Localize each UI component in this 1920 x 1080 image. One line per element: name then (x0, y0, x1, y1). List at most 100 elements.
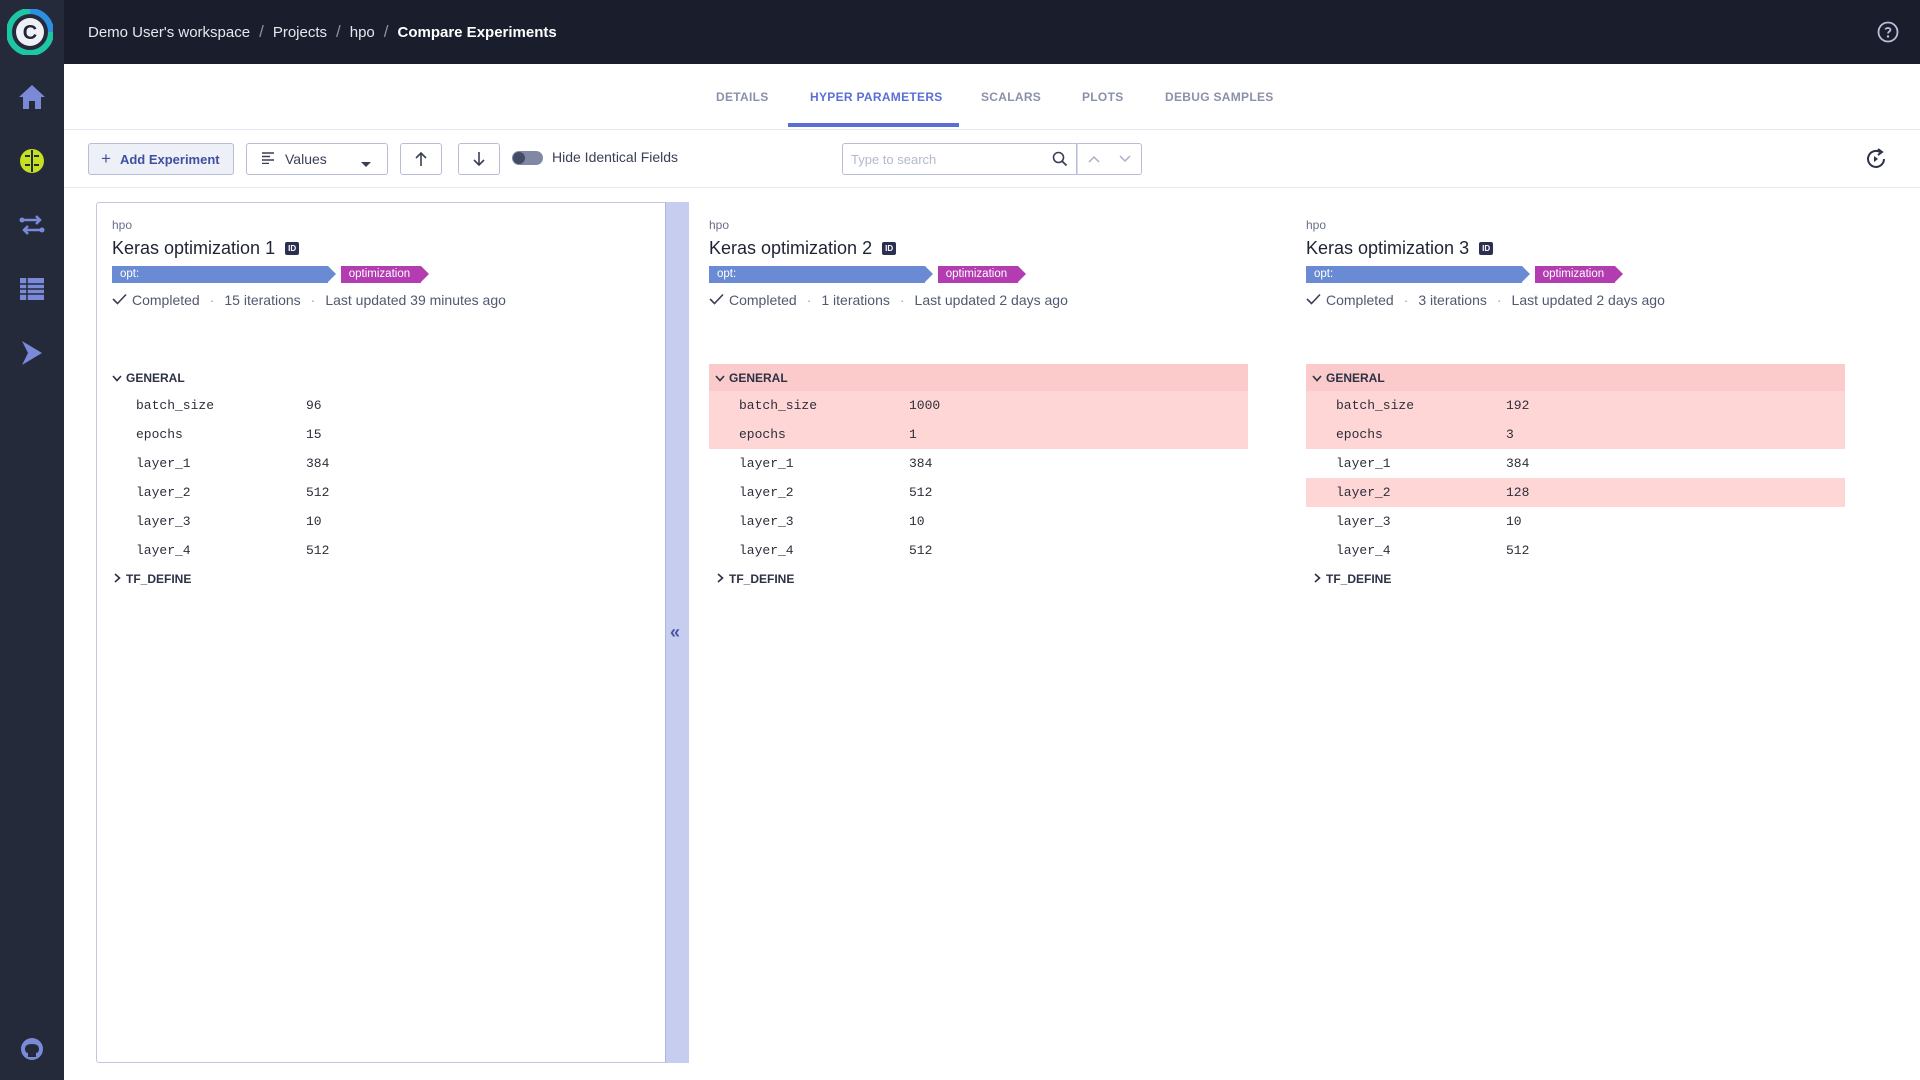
updated-text: Last updated 2 days ago (1511, 292, 1665, 308)
section-general[interactable]: GENERAL (106, 364, 646, 391)
search-input[interactable] (851, 150, 1041, 168)
param-value: 1000 (909, 398, 941, 413)
chevron-up-icon[interactable] (1088, 150, 1100, 168)
check-icon (1306, 292, 1321, 308)
align-left-icon (261, 151, 275, 167)
clearml-logo[interactable]: C (6, 8, 54, 56)
experiment-panel-selected (96, 202, 689, 1063)
hide-identical-toggle[interactable] (512, 151, 543, 165)
add-experiment-button[interactable]: + Add Experiment (88, 143, 234, 175)
id-badge-icon[interactable]: ID (882, 242, 897, 255)
id-badge-icon[interactable]: ID (1479, 242, 1494, 255)
experiment-name[interactable]: Keras optimization 1 (112, 238, 276, 258)
param-row: layer_1 384 (1306, 449, 1845, 478)
chevron-down-icon (1312, 371, 1322, 385)
id-badge-icon[interactable]: ID (285, 242, 300, 255)
tag-opt[interactable]: opt: 4f02da91989e406ea805cf244116b1ad (1306, 266, 1530, 297)
pipelines-icon[interactable] (14, 207, 50, 243)
brain-projects-icon[interactable] (14, 143, 50, 179)
section-general[interactable]: GENERAL (1306, 364, 1845, 391)
search-icon[interactable] (1052, 151, 1068, 172)
top-bar: Demo User's workspace / Projects / hpo /… (64, 0, 1920, 64)
param-row: epochs 15 (106, 420, 646, 449)
tab-scalars[interactable]: SCALARS (981, 90, 1042, 104)
tab-details[interactable]: DETAILS (716, 90, 769, 104)
experiment-title: Keras optimization 3 ID (1306, 238, 1494, 259)
param-row: layer_1 384 (106, 449, 646, 478)
orchestration-icon[interactable] (14, 335, 50, 371)
iterations-text: 3 iterations (1418, 292, 1487, 308)
check-icon (709, 292, 724, 308)
section-tf-define[interactable]: TF_DEFINE (709, 565, 1248, 592)
param-value: 512 (306, 485, 330, 500)
param-value: 512 (909, 485, 933, 500)
tag-optimization[interactable]: optimization (340, 266, 430, 283)
tab-plots[interactable]: PLOTS (1082, 90, 1124, 104)
section-tf-define[interactable]: TF_DEFINE (1306, 565, 1845, 592)
status-text: Completed (729, 292, 797, 308)
tag-opt[interactable]: opt: 4f02da91989e406ea805cf244116b1ad (112, 266, 336, 297)
chevron-right-icon (715, 572, 725, 586)
tag-opt[interactable]: opt: 4f02da91989e406ea805cf244116b1ad (709, 266, 933, 297)
param-row-diff: batch_size 192 (1306, 391, 1845, 420)
search-box (842, 143, 1077, 175)
param-value: 384 (306, 456, 330, 471)
section-title: TF_DEFINE (126, 571, 192, 586)
experiment-project: hpo (709, 218, 730, 232)
active-tab-indicator (788, 123, 959, 127)
param-key: layer_3 (136, 514, 191, 529)
param-value: 15 (306, 427, 322, 442)
view-mode-value: Values (285, 151, 327, 167)
param-row-diff: epochs 1 (709, 420, 1248, 449)
scroll-up-button[interactable] (400, 143, 442, 175)
home-icon[interactable] (14, 79, 50, 115)
param-key: batch_size (136, 398, 215, 413)
view-mode-select[interactable]: Values (246, 143, 388, 175)
help-icon[interactable] (1876, 20, 1900, 44)
breadcrumb-workspace[interactable]: Demo User's workspace (88, 23, 251, 41)
tag-optimization[interactable]: optimization (937, 266, 1027, 283)
section-title: GENERAL (729, 370, 788, 385)
breadcrumb-projects[interactable]: Projects (272, 23, 327, 41)
param-row: layer_4 512 (709, 536, 1248, 565)
param-row: layer_3 10 (709, 507, 1248, 536)
param-value: 10 (1506, 514, 1522, 529)
param-key: layer_2 (1336, 485, 1391, 500)
collapse-panel-button[interactable]: « (665, 202, 689, 1063)
param-value: 10 (306, 514, 322, 529)
breadcrumb-separator: / (336, 22, 341, 41)
hide-identical-label: Hide Identical Fields (552, 149, 679, 165)
scroll-down-button[interactable] (458, 143, 500, 175)
section-general[interactable]: GENERAL (709, 364, 1248, 391)
breadcrumb-project[interactable]: hpo (349, 23, 375, 41)
tag-optimization[interactable]: optimization (1534, 266, 1624, 283)
toolbar: + Add Experiment Values Hide Identical F… (64, 130, 1920, 188)
separator-dot: · (1496, 292, 1502, 308)
experiment-status: Completed · 3 iterations · Last updated … (1306, 292, 1665, 308)
iterations-text: 1 iterations (821, 292, 890, 308)
param-value: 10 (909, 514, 925, 529)
section-tf-define[interactable]: TF_DEFINE (106, 565, 646, 592)
status-text: Completed (1326, 292, 1394, 308)
refresh-icon[interactable] (1864, 147, 1888, 171)
updated-text: Last updated 2 days ago (914, 292, 1068, 308)
param-key: layer_1 (739, 456, 794, 471)
updated-text: Last updated 39 minutes ago (325, 292, 506, 308)
param-row: batch_size 96 (106, 391, 646, 420)
param-row-diff: layer_2 128 (1306, 478, 1845, 507)
tab-hyper-parameters[interactable]: HYPER PARAMETERS (810, 90, 943, 104)
github-icon[interactable] (14, 1031, 50, 1067)
chevron-down-icon (112, 371, 122, 385)
chevron-right-icon (1312, 572, 1322, 586)
experiment-name[interactable]: Keras optimization 3 (1306, 238, 1470, 258)
experiment-name[interactable]: Keras optimization 2 (709, 238, 873, 258)
param-row: layer_4 512 (106, 536, 646, 565)
param-row: layer_2 512 (106, 478, 646, 507)
chevron-down-icon[interactable] (1119, 150, 1131, 168)
param-row: layer_1 384 (709, 449, 1248, 478)
tab-bar: DETAILS HYPER PARAMETERS SCALARS PLOTS D… (64, 64, 1920, 130)
param-value: 192 (1506, 398, 1530, 413)
datasets-table-icon[interactable] (14, 271, 50, 307)
tab-debug-samples[interactable]: DEBUG SAMPLES (1165, 90, 1274, 104)
param-value: 384 (1506, 456, 1530, 471)
